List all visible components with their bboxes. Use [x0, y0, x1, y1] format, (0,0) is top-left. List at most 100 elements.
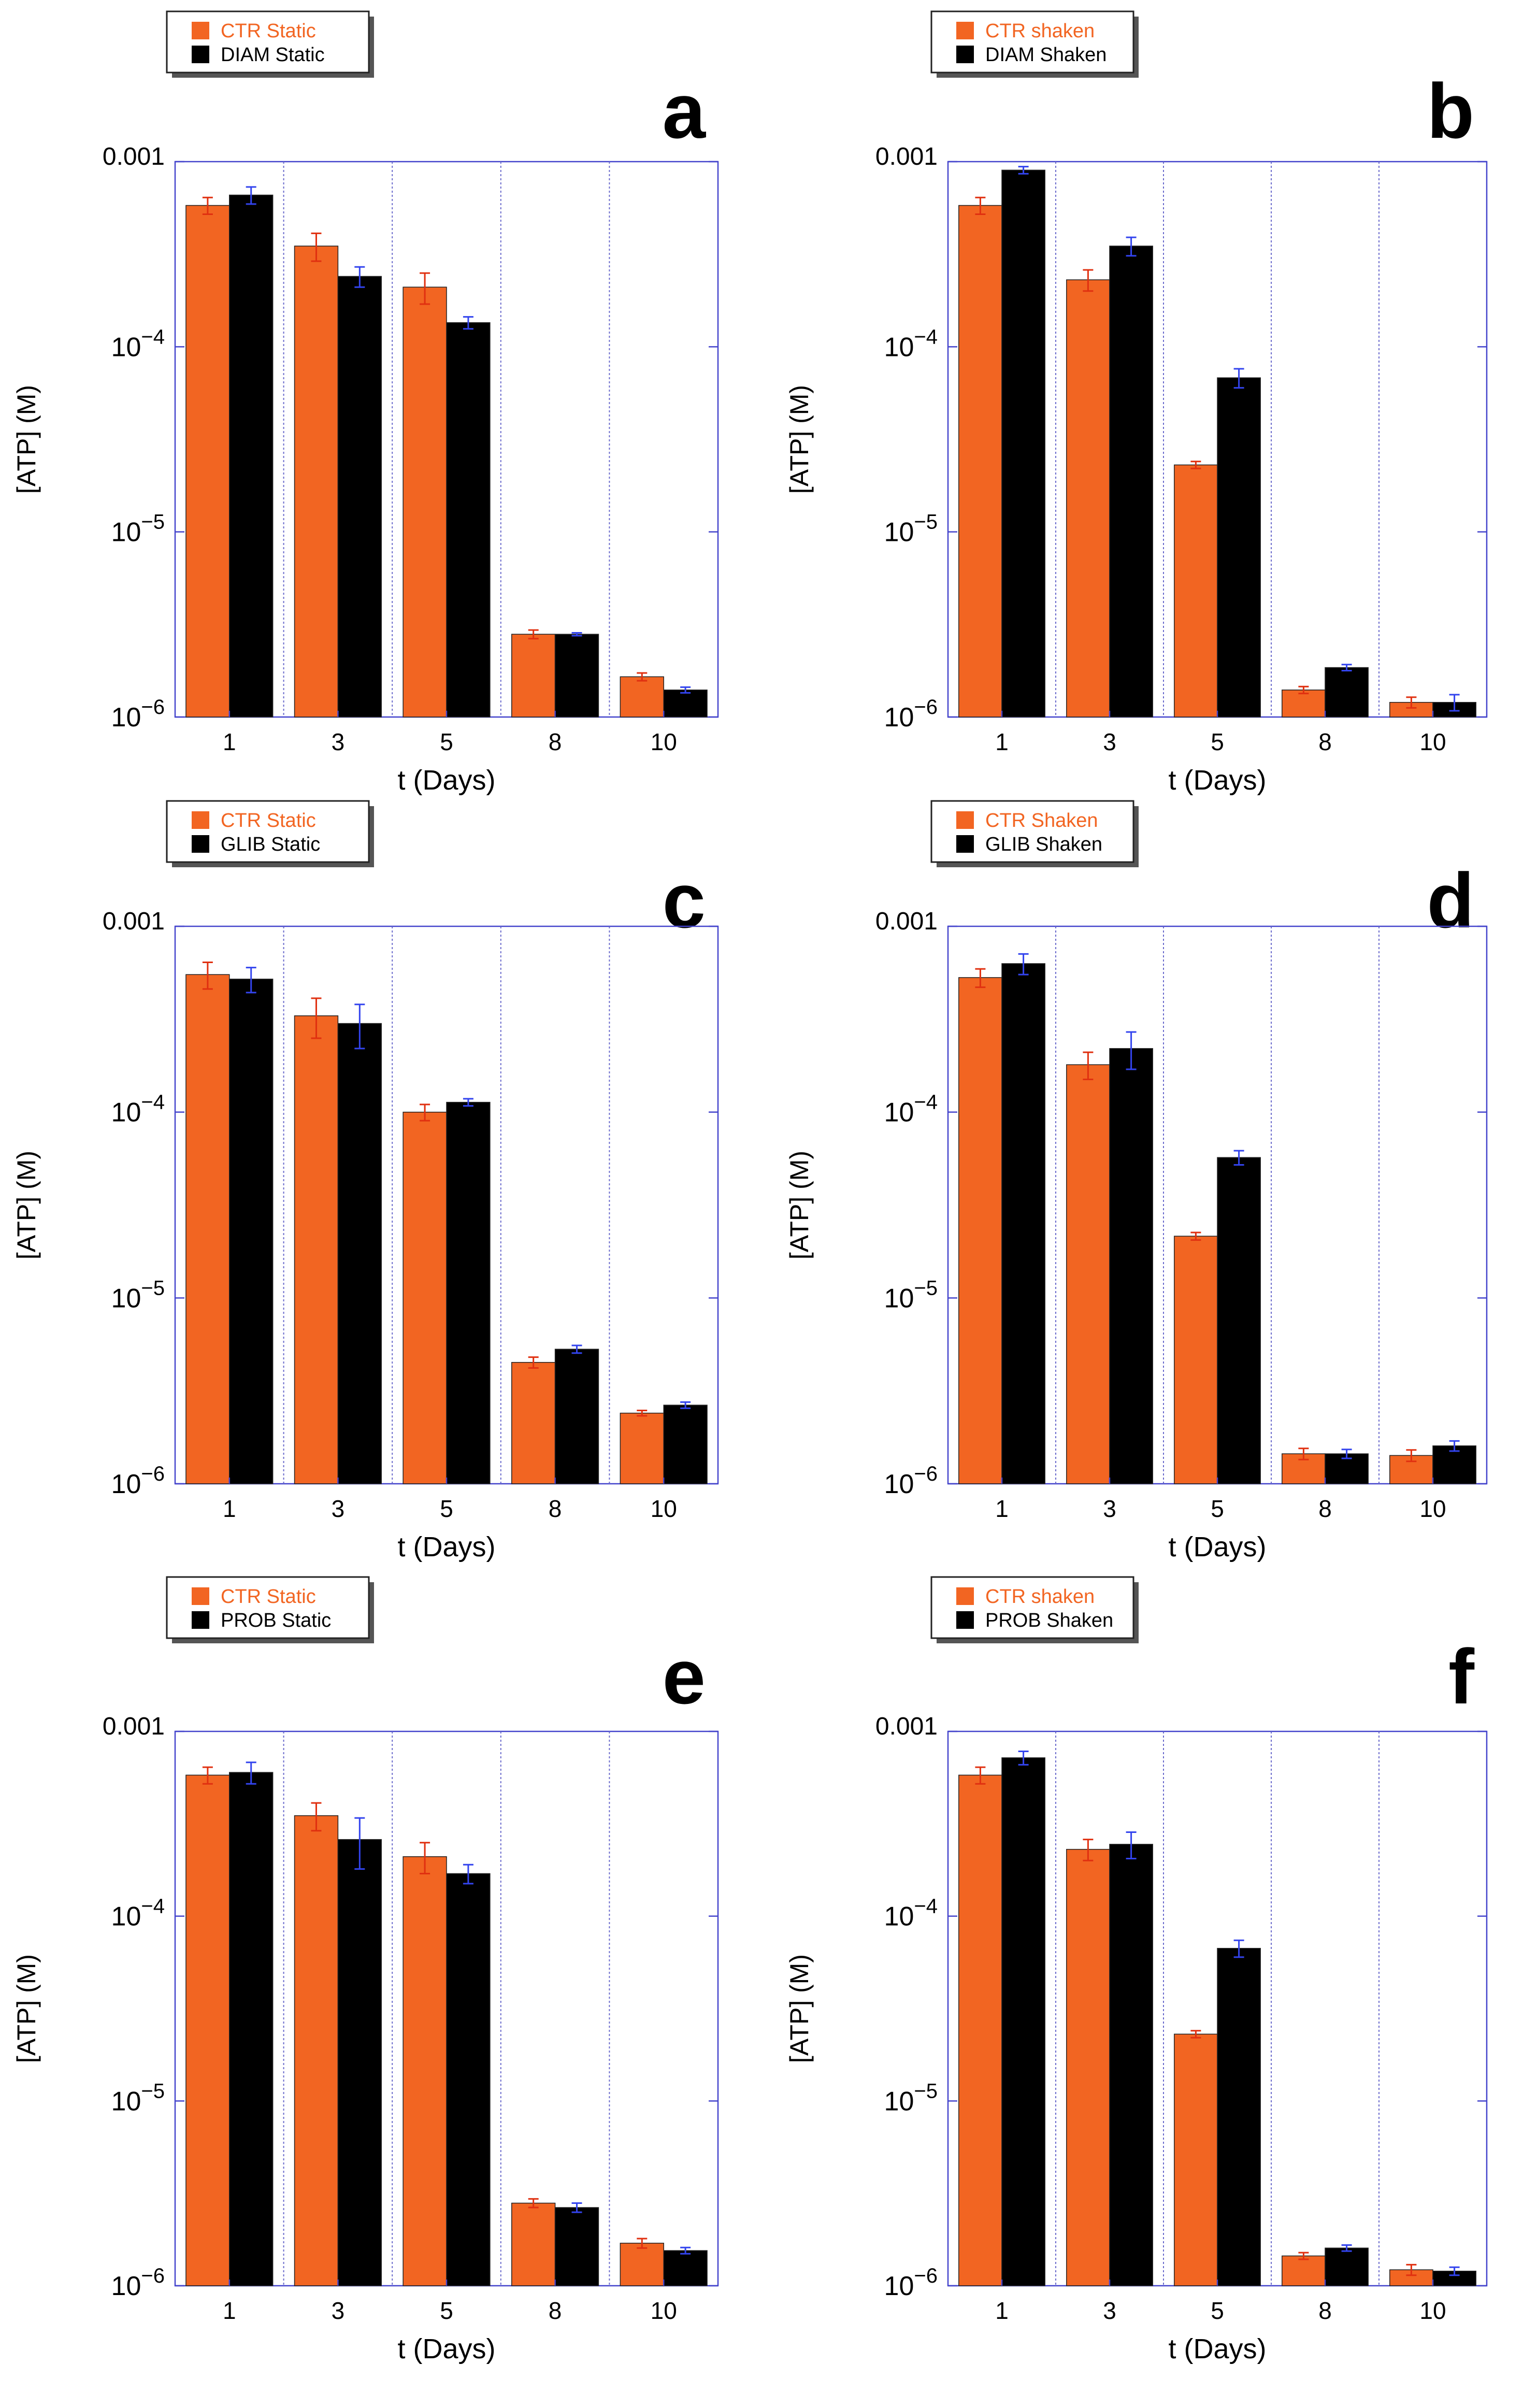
- x-tick-label: 5: [1211, 728, 1224, 755]
- x-tick-label: 8: [1318, 1495, 1332, 1522]
- bar-ctr: [511, 1361, 556, 1484]
- y-tick-label: 0.001: [875, 1713, 938, 1740]
- bar-ctr: [403, 1856, 447, 2286]
- x-tick-label: 1: [995, 2297, 1009, 2324]
- x-tick-label: 1: [995, 1495, 1009, 1522]
- x-axis-label: t (Days): [1169, 1531, 1267, 1563]
- bar-treatment: [663, 2250, 708, 2286]
- x-tick-label: 3: [332, 1495, 345, 1522]
- y-tick-label: 0.001: [875, 908, 938, 935]
- bar-treatment: [446, 1101, 491, 1484]
- y-tick-label: 0.001: [875, 143, 938, 170]
- x-tick-label: 3: [1103, 2297, 1116, 2324]
- x-tick-label: 1: [995, 728, 1009, 755]
- bar-ctr: [294, 246, 339, 718]
- x-axis-label: t (Days): [398, 1531, 496, 1563]
- y-tick-label: 10−6: [111, 2264, 165, 2301]
- x-tick-label: 10: [1419, 728, 1446, 755]
- legend-swatch-orange: [192, 22, 209, 39]
- bar-ctr: [294, 1015, 339, 1484]
- bar-treatment: [337, 1839, 382, 2286]
- panel-label: c: [663, 857, 706, 944]
- y-axis-label: [ATP] (M): [785, 385, 814, 494]
- x-tick-label: 10: [651, 1495, 677, 1522]
- x-tick-label: 5: [1211, 2297, 1224, 2324]
- y-axis-label: [ATP] (M): [12, 1151, 41, 1259]
- y-axis-label: [ATP] (M): [12, 385, 41, 494]
- x-tick-label: 5: [440, 1495, 453, 1522]
- y-tick-label: 10−4: [111, 1895, 165, 1932]
- bar-treatment: [337, 1023, 382, 1484]
- y-tick-label: 10−5: [884, 1277, 938, 1313]
- y-tick-label: 10−6: [111, 696, 165, 733]
- legend-label-treatment: GLIB Shaken: [985, 834, 1102, 855]
- bar-treatment: [229, 979, 274, 1484]
- bar-ctr: [403, 286, 447, 718]
- y-tick-label: 10−6: [884, 696, 938, 733]
- legend-swatch-black: [956, 46, 974, 63]
- bar-treatment: [229, 1772, 274, 2286]
- legend-swatch-black: [192, 46, 209, 63]
- bar-treatment: [1001, 963, 1045, 1484]
- x-tick-label: 10: [651, 2297, 677, 2324]
- legend-swatch-orange: [956, 1587, 974, 1605]
- x-tick-label: 8: [549, 1495, 562, 1522]
- bar-ctr: [620, 2243, 664, 2286]
- bar-ctr: [403, 1111, 447, 1484]
- x-tick-label: 8: [1318, 2297, 1332, 2324]
- bar-ctr: [1174, 1236, 1218, 1484]
- x-tick-label: 3: [332, 728, 345, 755]
- bar-treatment: [554, 1349, 599, 1484]
- bar-ctr: [511, 634, 556, 718]
- legend-label-treatment: DIAM Shaken: [985, 44, 1107, 66]
- bar-treatment: [1001, 169, 1045, 718]
- y-tick-label: 0.001: [103, 143, 165, 170]
- y-tick-label: 10−4: [884, 325, 938, 362]
- bar-ctr: [620, 676, 664, 718]
- x-tick-label: 3: [1103, 728, 1116, 755]
- legend-label-treatment: GLIB Static: [221, 834, 320, 855]
- bar-ctr: [958, 977, 1002, 1484]
- y-axis-label: [ATP] (M): [785, 1954, 814, 2063]
- bar-ctr: [1174, 2033, 1218, 2286]
- legend-swatch-black: [956, 1611, 974, 1629]
- bar-treatment: [229, 194, 274, 718]
- y-tick-label: 10−5: [884, 511, 938, 548]
- legend-label-ctr: CTR Static: [221, 810, 316, 832]
- x-tick-label: 8: [1318, 728, 1332, 755]
- legend-swatch-black: [956, 835, 974, 853]
- bar-treatment: [1325, 667, 1369, 718]
- legend-swatch-orange: [192, 811, 209, 829]
- y-tick-label: 0.001: [103, 1713, 165, 1740]
- x-tick-label: 5: [440, 2297, 453, 2324]
- bar-treatment: [1109, 246, 1153, 718]
- bar-ctr: [1174, 464, 1218, 718]
- x-axis-label: t (Days): [1169, 765, 1267, 796]
- bar-treatment: [663, 690, 708, 718]
- bar-treatment: [446, 322, 491, 718]
- bar-ctr: [294, 1815, 339, 2286]
- x-tick-label: 5: [1211, 1495, 1224, 1522]
- legend-label-ctr: CTR shaken: [985, 20, 1095, 42]
- bar-ctr: [958, 205, 1002, 718]
- y-tick-label: 0.001: [103, 908, 165, 935]
- panel-label: a: [663, 67, 707, 154]
- bar-ctr: [958, 1774, 1002, 2286]
- bar-ctr: [620, 1412, 664, 1484]
- x-tick-label: 8: [549, 728, 562, 755]
- y-tick-label: 10−4: [111, 325, 165, 362]
- y-tick-label: 10−5: [884, 2080, 938, 2116]
- y-axis-label: [ATP] (M): [12, 1954, 41, 2063]
- bar-treatment: [446, 1873, 491, 2286]
- legend-swatch-orange: [956, 22, 974, 39]
- bar-treatment: [1217, 1157, 1261, 1484]
- x-tick-label: 5: [440, 728, 453, 755]
- legend-label-ctr: CTR shaken: [985, 1586, 1095, 1608]
- bar-treatment: [1001, 1757, 1045, 2286]
- bar-ctr: [185, 205, 230, 718]
